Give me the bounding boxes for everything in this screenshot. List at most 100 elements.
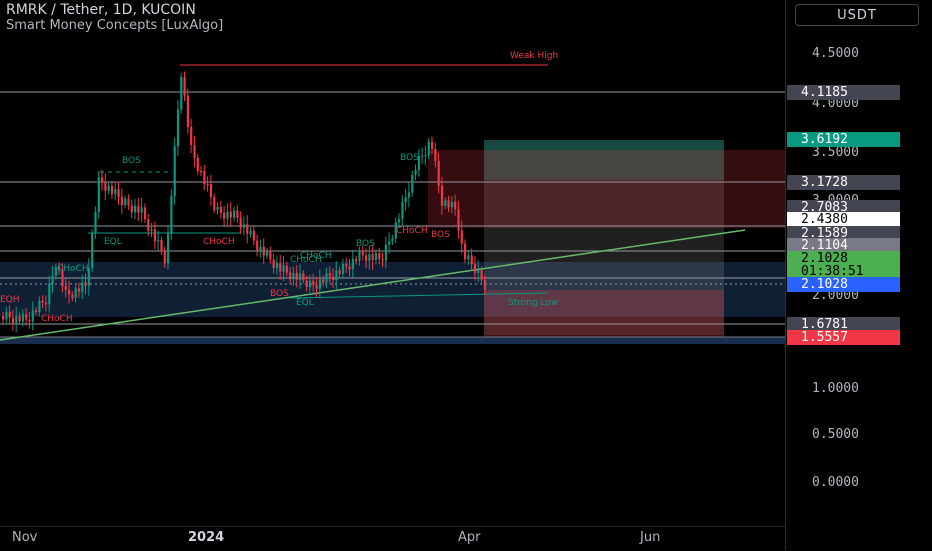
candle-body [348,266,351,270]
price-label: 2.7083 [787,200,900,215]
premium-zone [0,262,785,317]
candle-body [312,280,315,286]
candle-body [470,255,473,265]
candle-body [11,317,15,324]
price-label: 3.1728 [787,175,900,190]
price-tick: 0.5000 [812,427,859,442]
candle-body [464,243,467,260]
smc-label: BOS [400,153,419,163]
candle-body [223,212,226,219]
candle-body [87,267,90,286]
time-label: Jun [640,530,661,545]
candle-body [180,77,183,110]
candle-body [176,109,180,147]
smc-label: CHoCH [203,237,235,247]
candle-body [335,270,338,280]
candle-body [206,184,209,186]
candle-body [2,316,5,320]
candle-body [388,241,391,245]
candle-body [440,185,444,206]
candle-body [77,288,81,292]
candle-body [351,258,354,270]
candle-body [68,289,71,295]
candle-body [371,254,374,261]
candle-body [71,294,74,298]
candle-body [444,200,447,206]
candle-body [114,189,117,195]
smc-label: BOS [356,239,375,249]
candle-body [61,269,64,287]
candle-body [431,141,434,149]
candle-body [21,314,24,322]
candle-body [35,310,38,312]
candle-body [94,211,97,234]
candle-body [74,288,77,298]
candle-body [163,251,166,264]
smc-label: Strong Low [508,298,558,308]
candle-body [101,177,104,183]
indicator-name[interactable]: Smart Money Concepts [LuxAlgo] [6,18,224,33]
candle-body [209,184,213,198]
candle-body [84,282,87,286]
candle-body [120,197,123,205]
candle-body [266,251,269,256]
candle-body [242,224,246,228]
candle-body [477,269,480,274]
price-label: 2.1589 [787,226,900,241]
candle-body [233,210,236,218]
candle-body [457,209,460,231]
smc-label: CHoCH [396,226,428,236]
candle-body [117,189,120,198]
price-label: 3.6192 [787,132,900,147]
candle-body [18,315,21,322]
symbol-title[interactable]: RMRK / Tether, 1D, KUCOIN [6,2,196,18]
smc-label: CHoCH [290,255,322,265]
candle-body [193,144,196,158]
candle-body [302,273,305,281]
smc-label: CHoCH [57,264,89,274]
candle-body [5,311,8,320]
candle-body [127,198,130,206]
candle-body [196,157,199,171]
candle-body [391,238,394,242]
candle-body [15,315,18,324]
candle-body [398,219,401,223]
smc-label: BOS [431,230,450,240]
candle-body [137,206,140,213]
candle-body [421,155,424,157]
candle-body [338,270,341,274]
candle-body [483,279,486,290]
long-target-zone-top [484,140,724,180]
candle-body [213,197,216,211]
candle-body [381,258,384,261]
candle-body [308,280,312,287]
long-target-zone [484,140,724,335]
currency-button[interactable]: USDT [795,4,919,26]
price-label: 1.6781 [787,317,900,332]
trendline[interactable] [0,229,746,341]
candle-body [318,279,321,289]
candle-body [256,240,259,251]
candle-body [401,202,404,219]
candle-body [81,282,84,292]
smc-label: CHoCH [300,251,332,261]
candle-body [183,77,186,96]
candle-body [341,263,345,274]
candle-body [394,222,397,239]
time-axis[interactable] [0,526,785,551]
candle-body [315,285,318,289]
smc-label: EQL [104,237,122,247]
candle-body [203,171,206,185]
candle-body [414,170,417,175]
candle-body [8,311,11,318]
candle-body [384,244,387,261]
candle-body [424,155,427,157]
candle-body [292,273,295,280]
candle-body [249,230,252,235]
candle-body [110,185,114,195]
price-label: 4.1185 [787,85,900,100]
candle-body [272,259,275,268]
candle-body [48,283,51,305]
